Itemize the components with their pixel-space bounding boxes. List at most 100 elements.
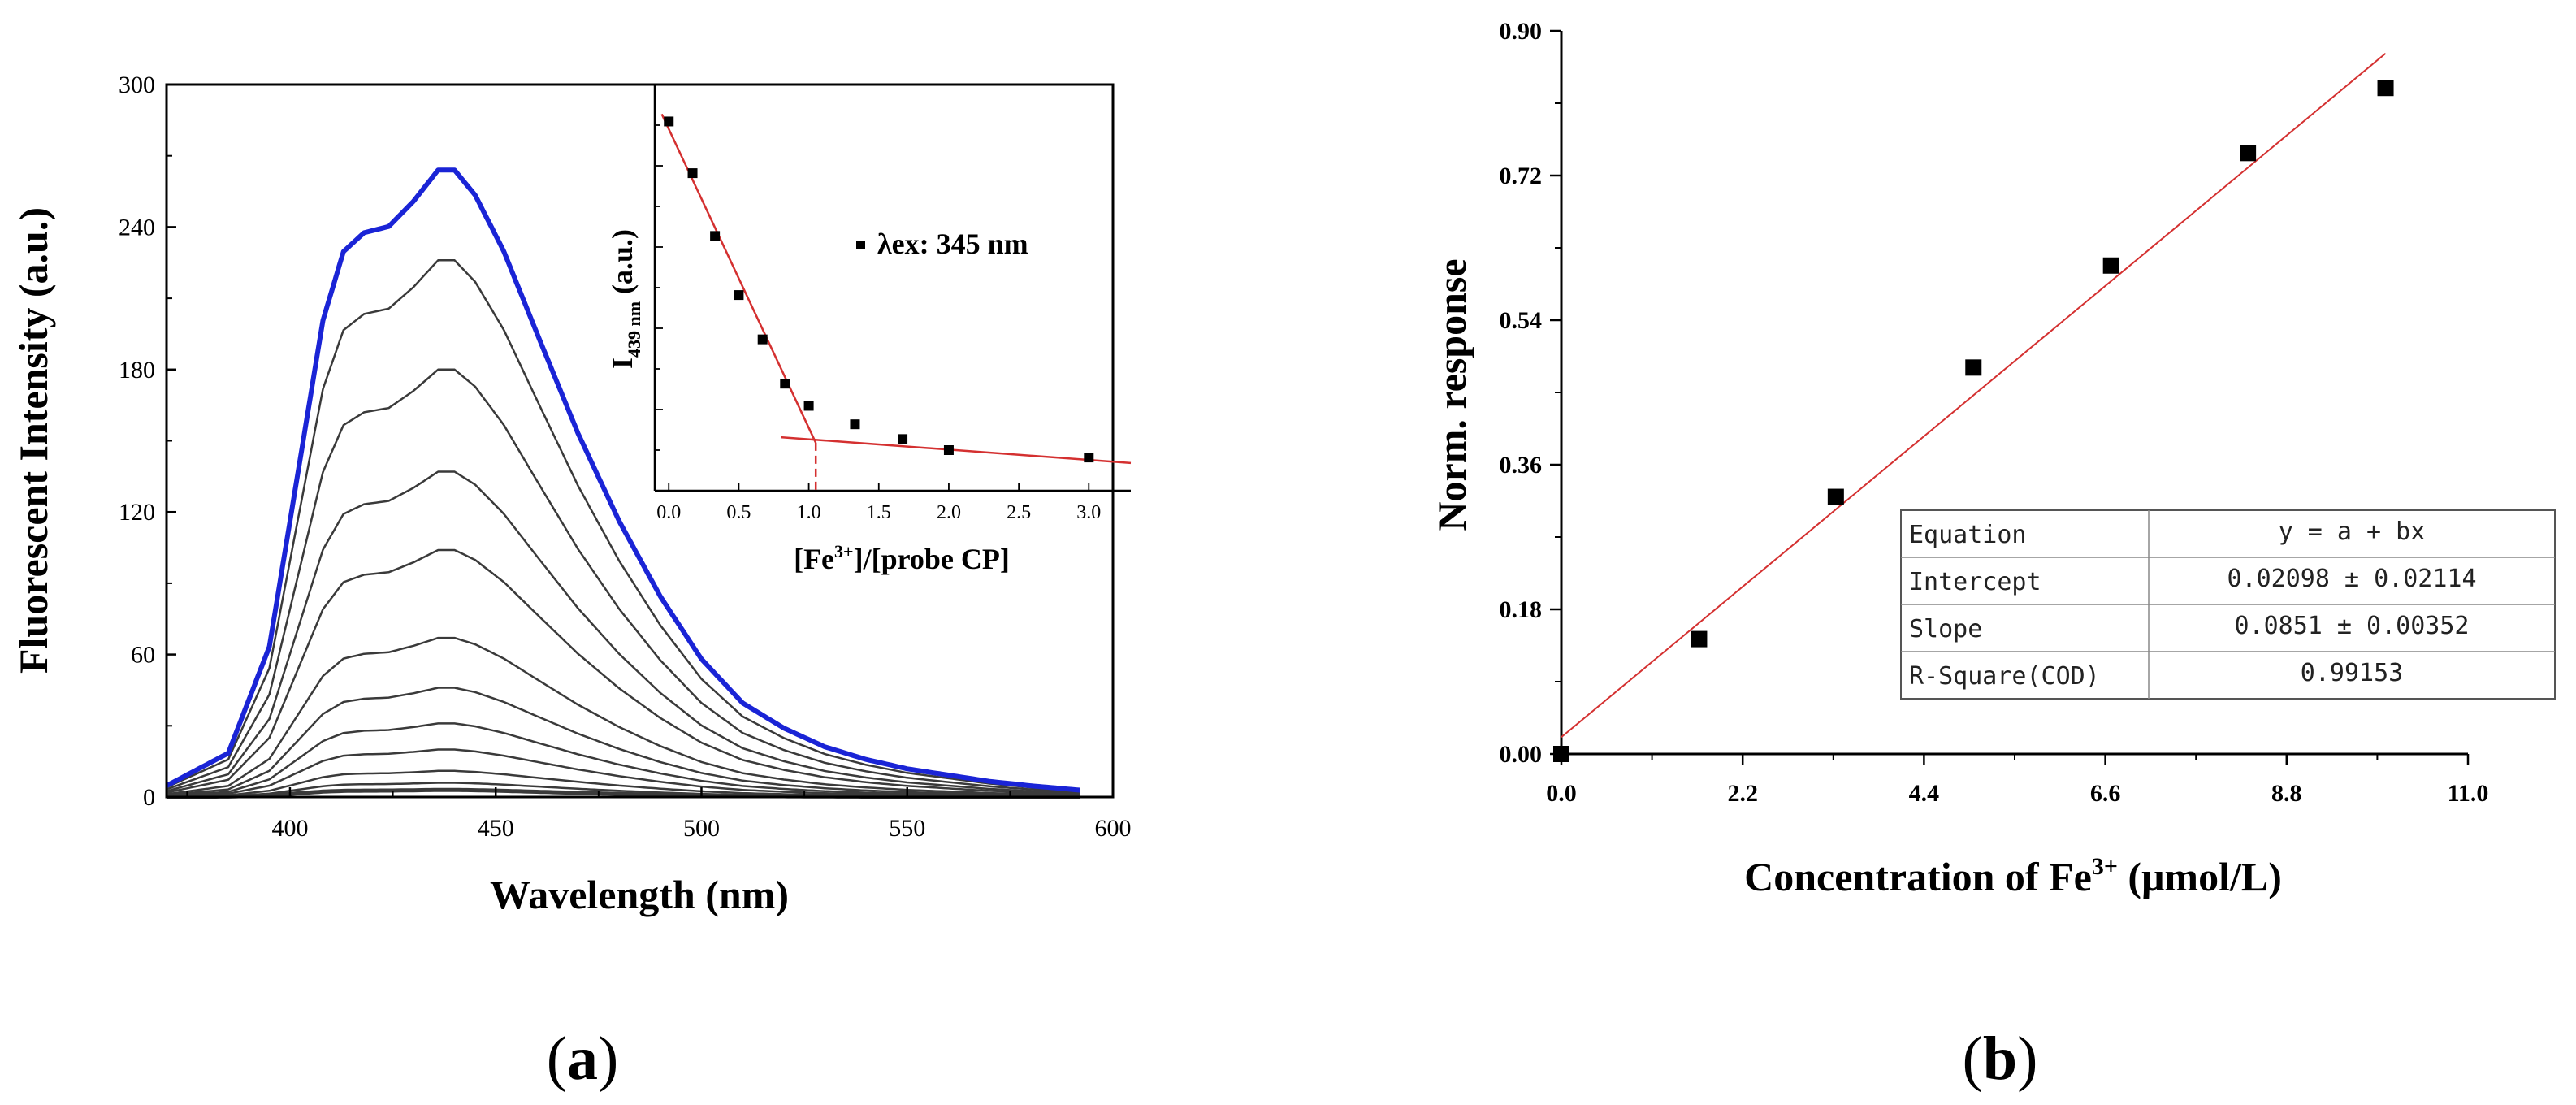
inset-data-point — [664, 116, 674, 127]
spectrum-curve — [166, 636, 1080, 797]
inset-data-point — [734, 290, 744, 301]
panel-b-y-ticks: 0.00 0.18 0.36 0.54 0.72 0.90 — [1500, 18, 1561, 768]
y-tick-label: 300 — [119, 72, 155, 98]
panel-a-x-ticks: 400 450 500 550 600 — [186, 787, 1132, 842]
inset-x-tick-label: 2.0 — [937, 502, 961, 523]
x-tick-label: 6.6 — [2090, 780, 2121, 807]
panel-b-label: (b) — [1963, 1025, 2038, 1093]
panel-b-x-title-pre: Concentration of Fe — [1744, 854, 2092, 899]
y-tick-label: 0.90 — [1500, 18, 1543, 45]
inset-y-title-subscript: 439 nm — [624, 301, 644, 358]
calibration-data-point — [2377, 80, 2394, 97]
y-tick-label: 0.72 — [1500, 162, 1543, 189]
inset-data-point — [710, 231, 721, 241]
inset-x-tick-label: 2.5 — [1007, 502, 1031, 523]
x-tick-label: 2.2 — [1727, 780, 1758, 807]
panel-a-y-axis-title: Fluorescent Intensity (a.u.) — [11, 207, 56, 674]
x-tick-label: 600 — [1095, 815, 1132, 842]
panel-a-chart: 400 450 500 550 600 0 60 120 180 240 300 Waveleng… — [11, 72, 1132, 1093]
spectrum-curve — [166, 748, 1080, 798]
panel-b-x-title-post: (μmol/L) — [2118, 854, 2282, 899]
fit-table-value-slope: 0.0851 ± 0.00352 — [2235, 612, 2470, 640]
x-tick-label: 400 — [271, 815, 308, 842]
inset-legend-marker — [856, 240, 865, 249]
inset-x-title-pre: [Fe — [794, 543, 834, 575]
y-tick-label: 240 — [119, 214, 155, 240]
spectrum-curve-max — [165, 167, 1080, 793]
inset-x-tick-label: 0.0 — [656, 502, 681, 523]
panel-a-plot-frame — [165, 83, 1115, 799]
panel-b-label-letter: b — [1983, 1025, 2017, 1093]
inset-data-point — [1084, 453, 1094, 463]
linear-fit-line — [1561, 52, 2387, 739]
x-tick-label: 4.4 — [1909, 780, 1940, 807]
fit-table-label-slope: Slope — [1909, 615, 1982, 644]
fit-statistics-table: Equation y = a + bx Intercept 0.02098 ± … — [1900, 509, 2556, 700]
calibration-data-point — [1827, 488, 1844, 505]
fit-table-value-intercept: 0.02098 ± 0.02114 — [2227, 565, 2476, 593]
y-tick-label: 60 — [131, 642, 155, 669]
inset-x-title-superscript: 3+ — [834, 541, 854, 561]
x-tick-label: 0.0 — [1546, 780, 1577, 807]
panel-a-label-letter: a — [567, 1025, 598, 1093]
panel-a-label: (a) — [547, 1025, 619, 1093]
x-tick-label: 550 — [889, 815, 925, 842]
inset-y-axis-title: I439 nm (a.u.) — [606, 229, 644, 369]
calibration-data-point — [2240, 145, 2257, 162]
inset-x-title-post: ]/[probe CP] — [854, 543, 1010, 575]
spectra-series-group — [165, 167, 1080, 800]
inset-fit-lines — [660, 113, 1132, 491]
calibration-data-point — [1691, 630, 1708, 648]
y-tick-label: 120 — [119, 499, 155, 526]
inset-fit-line — [781, 436, 1132, 465]
spectrum-curve — [166, 548, 1080, 795]
panel-b-fit-line — [1561, 52, 2387, 739]
inset-x-tick-label: 1.5 — [867, 502, 891, 523]
panel-b-x-title-superscript: 3+ — [2092, 853, 2118, 880]
inset-y-title-unit: (a.u.) — [606, 229, 639, 301]
panel-b-x-axis-title: Concentration of Fe3+ (μmol/L) — [1744, 853, 2282, 899]
x-tick-label: 8.8 — [2271, 780, 2302, 807]
y-tick-label: 0.00 — [1500, 741, 1543, 768]
inset-x-tick-label: 1.0 — [797, 502, 821, 523]
fit-table-value-r-square: 0.99153 — [2301, 659, 2403, 687]
spectrum-curve — [166, 259, 1080, 792]
y-tick-label: 0 — [143, 784, 155, 811]
calibration-data-point — [1965, 359, 1982, 376]
inset-x-tick-label: 0.5 — [726, 502, 751, 523]
calibration-data-point — [1553, 746, 1569, 762]
inset-chart: 0.0 0.5 1.0 1.5 2.0 2.5 3.0 I439 nm (a.u.) [Fe… — [606, 84, 1132, 575]
inset-data-point — [757, 334, 768, 344]
spectrum-curve — [166, 722, 1080, 798]
fit-table-label-equation: Equation — [1909, 521, 2027, 549]
x-tick-label: 500 — [683, 815, 720, 842]
inset-y-title-main: I — [606, 358, 639, 369]
panel-b-y-axis-title: Norm. response — [1429, 258, 1474, 531]
inset-axes — [653, 84, 1131, 492]
panel-b-data-points — [1553, 80, 2394, 762]
fit-table-value-equation: y = a + bx — [2279, 518, 2426, 546]
inset-data-points — [664, 116, 1094, 463]
y-tick-label: 0.54 — [1500, 307, 1543, 334]
inset-data-point — [943, 445, 954, 455]
inset-data-point — [780, 379, 790, 389]
spectrum-curve — [166, 687, 1080, 797]
inset-x-tick-label: 3.0 — [1076, 502, 1101, 523]
y-tick-label: 0.36 — [1500, 452, 1543, 479]
calibration-data-point — [2102, 257, 2119, 274]
y-tick-label: 180 — [119, 357, 155, 384]
inset-data-point — [803, 401, 814, 411]
inset-x-axis-title: [Fe3+]/[probe CP] — [794, 541, 1010, 575]
fit-table-label-intercept: Intercept — [1909, 568, 2041, 596]
fit-table-label-r-square: R-Square(COD) — [1909, 662, 2100, 691]
inset-legend-label: λex: 345 nm — [877, 228, 1028, 260]
inset-fit-line — [660, 113, 817, 444]
inset-data-point — [687, 168, 698, 179]
y-tick-label: 0.18 — [1500, 596, 1543, 623]
panel-a-x-axis-title: Wavelength (nm) — [490, 872, 789, 917]
panel-b-chart: 0.0 2.2 4.4 6.6 8.8 11.0 0.00 0.18 0.36 0.54 0.72… — [1429, 18, 2556, 1093]
x-tick-label: 450 — [478, 815, 514, 842]
panel-b-x-ticks: 0.0 2.2 4.4 6.6 8.8 11.0 — [1546, 754, 2488, 807]
spectrum-curve — [166, 368, 1080, 794]
panel-a-y-ticks: 0 60 120 180 240 300 — [119, 72, 176, 811]
